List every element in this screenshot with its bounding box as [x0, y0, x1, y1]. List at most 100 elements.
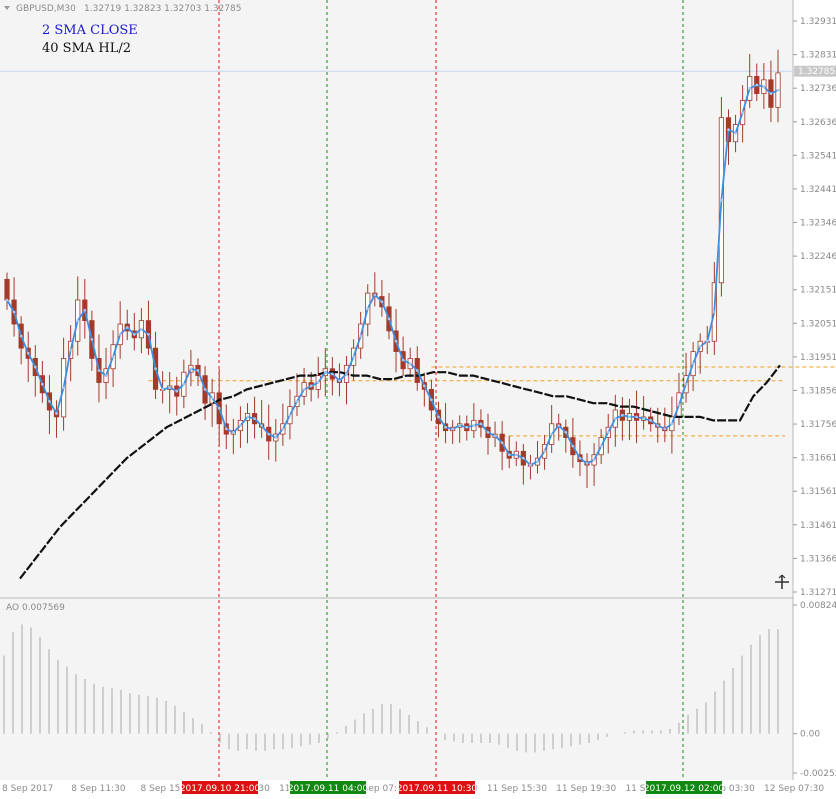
sma2-point [231, 430, 235, 434]
sma2-point [564, 430, 568, 434]
price-tick-label: 1.32246 [800, 252, 836, 262]
sma2-point [642, 417, 646, 421]
sma2-point [260, 424, 264, 427]
sma2-point [536, 460, 539, 464]
sma2-point [97, 369, 101, 372]
sma2-point [458, 424, 462, 427]
sma2-point [380, 300, 384, 304]
sma2-point [104, 374, 108, 378]
sma2-points [5, 83, 780, 467]
sma2-point [748, 87, 752, 90]
price-tick-label: 1.32831 [800, 51, 836, 61]
price-tick-label: 1.31366 [800, 554, 836, 564]
sma2-point [76, 319, 80, 323]
ao-indicator-label: AO 0.007569 [6, 603, 65, 613]
sma2-point [373, 293, 377, 297]
price-tick-label: 1.32151 [800, 286, 836, 296]
sma2-point [727, 128, 730, 132]
sma2-point [712, 310, 716, 314]
sma2-point [628, 415, 631, 419]
sma2-point [48, 400, 51, 403]
sma2-point [239, 424, 242, 427]
sma2-point [316, 381, 320, 384]
price-tick-label: 1.32346 [800, 219, 836, 229]
ao-tick-label: 0.00 [800, 730, 820, 740]
vertical-marker-label: 2017.09.11 04:00 [288, 784, 369, 794]
sma40-line [19, 364, 781, 580]
sma2-point [33, 365, 37, 369]
sma2-point [246, 415, 249, 419]
price-tick-label: 1.31461 [800, 521, 836, 531]
price-tick-label: 1.32441 [800, 185, 836, 195]
price-tick-label: 1.31271 [800, 588, 836, 598]
sma2-point [12, 310, 16, 314]
sma2-point [415, 369, 419, 372]
sma2-point [295, 400, 299, 403]
sma2-point [40, 382, 44, 386]
time-axis-label: 11 Sep 07:30 [348, 784, 408, 794]
sma2-point [493, 434, 497, 438]
sma2-point [118, 332, 122, 336]
sma2-point [5, 298, 9, 302]
vertical-marker-label: 2017.09.11 10:30 [397, 784, 478, 794]
legend-sma2: 2 SMA CLOSE [42, 23, 138, 38]
ao-tick-label: 0.008241 [800, 601, 836, 611]
sma2-point [521, 456, 525, 460]
vertical-marker-label: 2017.09.10 21:00 [180, 784, 261, 794]
ao-tick-label: -0.002521 [800, 769, 836, 779]
sma2-point [507, 453, 511, 457]
sma2-point [401, 358, 405, 362]
sma2-point [578, 456, 582, 460]
sma2-point [663, 427, 667, 431]
sma2-point [734, 131, 737, 135]
sma2-point [139, 327, 143, 331]
sma2-point [203, 387, 207, 391]
sma2-point [154, 367, 157, 371]
sma2-point [408, 362, 412, 365]
sma2-point [592, 458, 596, 462]
price-axis-ticks: 1.32931 1.32831 1.32736 1.32636 1.32541 1.324… [793, 17, 836, 598]
sma2-point [670, 422, 674, 426]
dropdown-arrow-icon[interactable] [4, 6, 10, 10]
sma2-point [274, 436, 278, 439]
sma2-point [613, 417, 617, 421]
sma2-point [161, 387, 165, 391]
crosshair-icon[interactable] [775, 574, 789, 589]
current-price-badge [794, 65, 836, 77]
sma2-point [430, 398, 433, 402]
sma2-point [656, 424, 660, 427]
time-axis-label: 8 Sep 11:30 [71, 784, 126, 794]
sma2-point [69, 348, 73, 352]
price-tick-label: 1.32051 [800, 319, 836, 329]
sma2-point [330, 372, 334, 376]
sma2-point [698, 345, 702, 348]
sma2-point [132, 332, 136, 336]
sma2-point [55, 412, 58, 415]
sma2-point [210, 396, 214, 400]
sma2-point [741, 111, 745, 114]
sma2-point [352, 355, 355, 359]
sma2-point [338, 379, 341, 383]
vertical-marker-label: 2017.09.12 02:00 [644, 784, 725, 794]
sma2-point [486, 430, 490, 434]
sma2-point [253, 417, 256, 421]
vertical-marker-badge [182, 781, 258, 794]
price-tick-label: 1.31756 [800, 420, 836, 430]
sma2-point [691, 362, 695, 365]
sma2-point [620, 413, 624, 417]
sma2-point [550, 432, 554, 436]
ao-histogram [3, 624, 779, 753]
sma2-point [529, 463, 532, 467]
sma2-point [62, 386, 65, 390]
candle-body [4, 278, 10, 301]
sma2-point [705, 339, 709, 343]
sma2-point [125, 326, 129, 329]
ohlc-label: 1.32719 1.32823 1.32703 1.32785 [84, 4, 241, 14]
sma2-point [776, 88, 780, 92]
price-axis-panel [793, 0, 836, 799]
sma2-point [599, 444, 603, 448]
sma2-point [514, 453, 518, 457]
sma2-point [366, 307, 370, 310]
